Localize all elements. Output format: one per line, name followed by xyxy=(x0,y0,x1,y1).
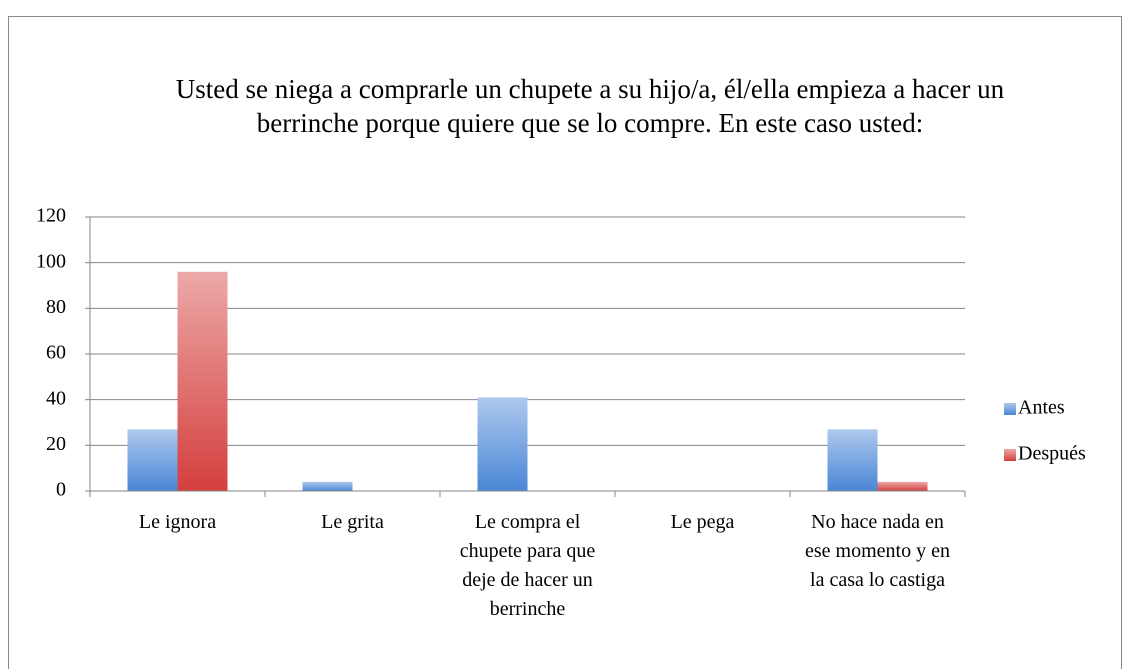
legend-swatch xyxy=(1004,449,1016,461)
bar xyxy=(302,481,353,491)
bar xyxy=(177,271,228,491)
y-tick-label: 0 xyxy=(56,479,66,501)
y-tick-label: 40 xyxy=(46,387,66,409)
legend-label: Antes xyxy=(1018,397,1065,419)
x-tick-label: Le ignora xyxy=(138,511,217,533)
x-tick-label: No hace nada en ese momento y en la casa… xyxy=(805,511,950,591)
chart-frame xyxy=(8,16,1122,669)
y-tick-label: 20 xyxy=(46,433,66,455)
legend-swatch xyxy=(1004,403,1016,415)
bar xyxy=(877,481,928,491)
bar xyxy=(827,429,878,491)
bar xyxy=(477,397,528,491)
x-tick-label: Le compra el chupete para que deje de ha… xyxy=(459,511,596,620)
y-tick-label: 60 xyxy=(46,342,66,364)
y-tick-label: 80 xyxy=(46,296,66,318)
legend-label: Después xyxy=(1018,443,1086,465)
y-tick-label: 120 xyxy=(36,205,66,227)
y-tick-label: 100 xyxy=(36,250,66,272)
chart-title: Usted se niega a comprarle un chupete a … xyxy=(175,74,1005,138)
x-tick-label: Le grita xyxy=(321,511,384,533)
bar xyxy=(127,429,178,491)
x-tick-label: Le pega xyxy=(670,511,735,533)
